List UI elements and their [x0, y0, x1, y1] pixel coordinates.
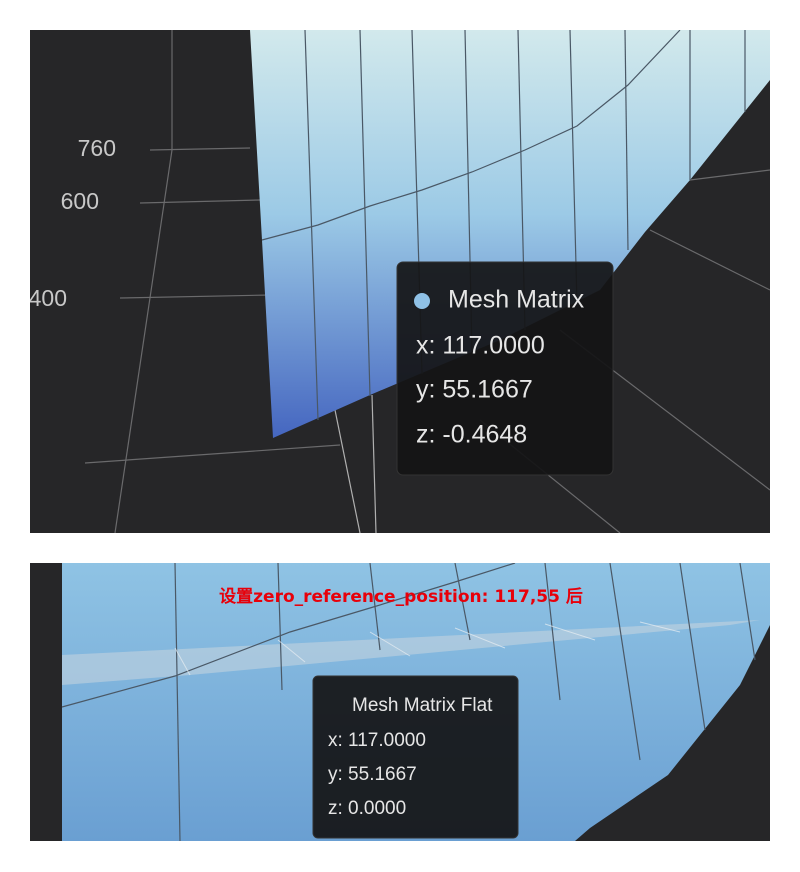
tooltip-box — [396, 261, 614, 476]
tooltip-line: z: -0.4648 — [416, 421, 527, 449]
axis-label: 400 — [29, 285, 67, 311]
tooltip-line: z: 0.0000 — [328, 798, 406, 819]
tooltip-series: Mesh Matrix Flat — [352, 695, 493, 716]
zero-plane — [62, 620, 760, 685]
axis-label: 760 — [78, 135, 116, 161]
axis-label: 600 — [61, 188, 99, 214]
surface — [250, 30, 770, 438]
zero-plane-mesh — [174, 621, 681, 676]
tooltip-series: Mesh Matrix — [448, 286, 585, 314]
tooltip: Mesh Matrix x: 117.0000 y: 55.1667 z: -0… — [396, 261, 614, 476]
tooltip: Mesh Matrix Flat x: 117.0000 y: 55.1667 … — [312, 675, 519, 839]
tooltip-line: x: 117.0000 — [328, 730, 426, 751]
tooltip-line: x: 117.0000 — [416, 332, 545, 360]
tooltip-line: y: 55.1667 — [328, 764, 417, 785]
tooltip-line: y: 55.1667 — [416, 376, 533, 404]
panel-2: 设置zero_reference_position: 117,55 后 Mesh… — [30, 563, 770, 841]
annotation: 设置zero_reference_position: 117,55 后 — [219, 587, 583, 607]
tooltip-box — [312, 675, 519, 839]
surface-mesh — [61, 563, 756, 841]
panel-1: 760 600 400 Mesh Matrix x: 117.0000 y: 5… — [29, 30, 770, 533]
legend-dot — [414, 293, 430, 309]
